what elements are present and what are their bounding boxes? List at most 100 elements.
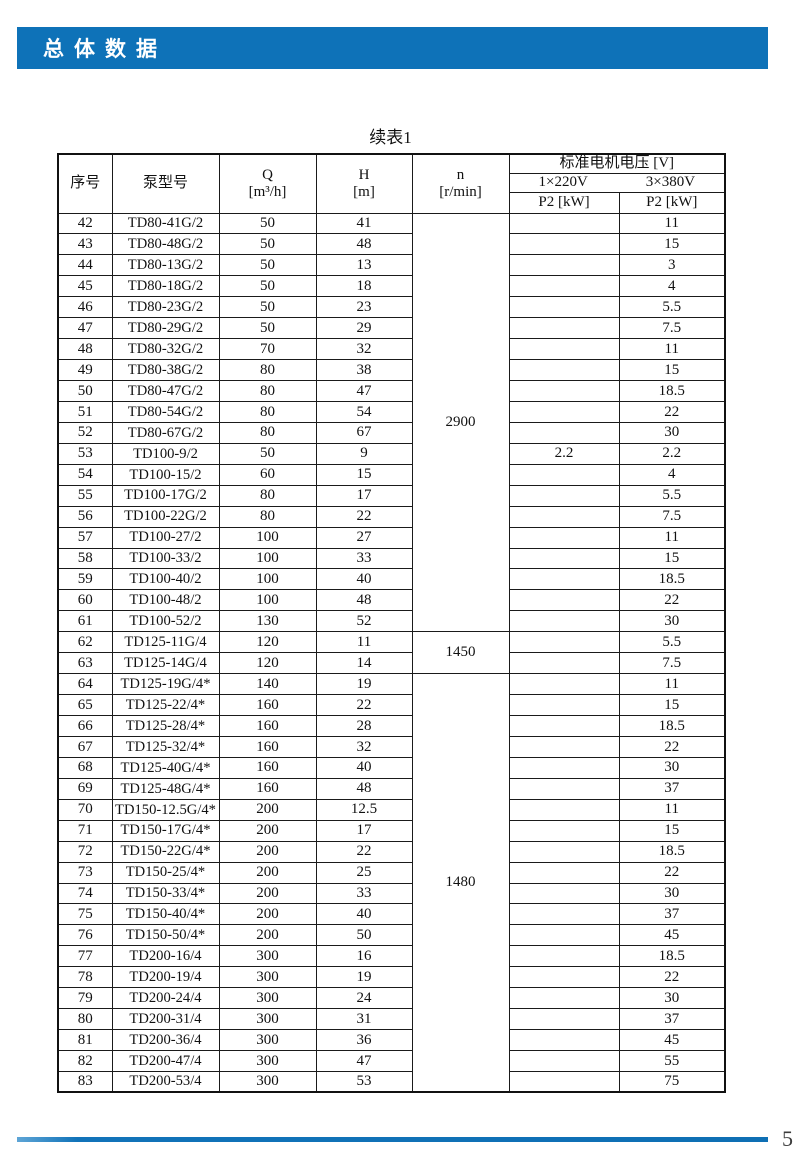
- h-unit: [m]: [353, 183, 375, 200]
- speed-cell: 2900: [411, 212, 510, 633]
- seq-cell: 83: [57, 1070, 113, 1093]
- q-cell: 50: [218, 275, 317, 298]
- q-cell: 300: [218, 1070, 317, 1093]
- col-header-220v: 1×220V: [538, 174, 588, 191]
- table-row: 69 TD125-48G/4* 160 48 37: [57, 777, 726, 800]
- q-cell: 200: [218, 903, 317, 926]
- h-cell: 22: [315, 840, 413, 863]
- p2-380v-cell: 22: [618, 861, 726, 884]
- col-header-model: 泵型号: [111, 153, 220, 214]
- n-unit: [r/min]: [439, 183, 482, 200]
- h-cell: 24: [315, 987, 413, 1010]
- p2-380v-cell: 22: [618, 735, 726, 758]
- seq-cell: 44: [57, 254, 113, 277]
- seq-cell: 80: [57, 1008, 113, 1031]
- table-body: 42 TD80-41G/2 50 41 2900 11 43 TD80-48G/2 50 48 15…: [57, 212, 726, 1093]
- p2-380v-cell: 37: [618, 1008, 726, 1031]
- q-cell: 300: [218, 1029, 317, 1051]
- col-header-voltage-group: 标准电机电压 [V]: [508, 153, 726, 174]
- p2-220v-cell: [508, 924, 620, 947]
- p2-380v-cell: 11: [618, 526, 726, 549]
- table-row: 68 TD125-40G/4* 160 40 30: [57, 756, 726, 779]
- h-cell: 53: [315, 1070, 413, 1093]
- p2-380v-cell: 18.5: [618, 945, 726, 968]
- h-cell: 9: [315, 442, 413, 465]
- p2-220v-cell: [508, 1029, 620, 1051]
- footer-rule-bar: [17, 1137, 768, 1142]
- model-cell: TD100-52/2: [111, 610, 220, 633]
- p2-220v-cell: [508, 840, 620, 863]
- q-cell: 50: [218, 254, 317, 277]
- seq-cell: 60: [57, 589, 113, 612]
- p2-380v-cell: 30: [618, 882, 726, 905]
- q-cell: 160: [218, 756, 317, 779]
- h-cell: 48: [315, 233, 413, 256]
- table-row: 71 TD150-17G/4* 200 17 15: [57, 819, 726, 842]
- h-cell: 47: [315, 1050, 413, 1072]
- table-row: 62 TD125-11G/4 120 11 1450 5.5: [57, 631, 726, 675]
- p2-220v-cell: [508, 463, 620, 486]
- model-cell: TD125-11G/4: [111, 631, 220, 654]
- seq-cell: 55: [57, 484, 113, 507]
- p2-380v-cell: 11: [618, 338, 726, 361]
- table-row: 78 TD200-19/4 300 19 22: [57, 966, 726, 989]
- h-cell: 22: [315, 505, 413, 528]
- table-row: 81 TD200-36/4 300 36 45: [57, 1029, 726, 1051]
- q-cell: 80: [218, 484, 317, 507]
- model-cell: TD100-22G/2: [111, 505, 220, 528]
- table-row: 52 TD80-67G/2 80 67 30: [57, 421, 726, 444]
- table-row: 47 TD80-29G/2 50 29 7.5: [57, 317, 726, 340]
- model-cell: TD100-15/2: [111, 463, 220, 486]
- p2-220v-cell: [508, 254, 620, 277]
- p2-380v-cell: 4: [618, 463, 726, 486]
- p2-220v-cell: [508, 484, 620, 507]
- table-row: 72 TD150-22G/4* 200 22 18.5: [57, 840, 726, 863]
- model-cell: TD200-53/4: [111, 1070, 220, 1093]
- q-symbol: Q: [262, 166, 273, 183]
- h-cell: 38: [315, 359, 413, 381]
- p2-380v-cell: 15: [618, 819, 726, 842]
- model-cell: TD125-22/4*: [111, 694, 220, 716]
- q-cell: 50: [218, 442, 317, 465]
- p2-220v-cell: [508, 735, 620, 758]
- q-cell: 300: [218, 966, 317, 989]
- q-cell: 200: [218, 861, 317, 884]
- seq-cell: 66: [57, 715, 113, 737]
- p2-380v-cell: 30: [618, 756, 726, 779]
- h-cell: 40: [315, 756, 413, 779]
- p2-220v-cell: [508, 212, 620, 235]
- q-cell: 160: [218, 735, 317, 758]
- h-cell: 52: [315, 610, 413, 633]
- seq-cell: 79: [57, 987, 113, 1010]
- p2-220v-cell: [508, 275, 620, 298]
- table-row: 54 TD100-15/2 60 15 4: [57, 463, 726, 486]
- p2-220v-cell: [508, 903, 620, 926]
- seq-cell: 77: [57, 945, 113, 968]
- model-cell: TD200-19/4: [111, 966, 220, 989]
- seq-cell: 53: [57, 442, 113, 465]
- h-cell: 19: [315, 966, 413, 989]
- q-cell: 50: [218, 212, 317, 235]
- table-row: 61 TD100-52/2 130 52 30: [57, 610, 726, 633]
- table-row: 43 TD80-48G/2 50 48 15: [57, 233, 726, 256]
- p2-380v-cell: 5.5: [618, 631, 726, 654]
- seq-cell: 50: [57, 380, 113, 402]
- model-cell: TD80-38G/2: [111, 359, 220, 381]
- model-cell: TD80-18G/2: [111, 275, 220, 298]
- seq-cell: 43: [57, 233, 113, 256]
- h-cell: 14: [315, 652, 413, 675]
- seq-cell: 72: [57, 840, 113, 863]
- p2-380v-cell: 5.5: [618, 484, 726, 507]
- model-cell: TD80-47G/2: [111, 380, 220, 402]
- q-cell: 300: [218, 945, 317, 968]
- p2-220v-cell: [508, 945, 620, 968]
- q-cell: 200: [218, 840, 317, 863]
- table-row: 70 TD150-12.5G/4* 200 12.5 11: [57, 798, 726, 821]
- model-cell: TD150-40/4*: [111, 903, 220, 926]
- table-row: 66 TD125-28/4* 160 28 18.5: [57, 715, 726, 737]
- header-row-1: 序号 泵型号 Q [m³/h] H [m] n [r/min] 标准电机电压 […: [57, 153, 726, 214]
- p2-380v-cell: 55: [618, 1050, 726, 1072]
- table-row: 46 TD80-23G/2 50 23 5.5: [57, 296, 726, 319]
- p2-380v-cell: 4: [618, 275, 726, 298]
- model-cell: TD125-14G/4: [111, 652, 220, 675]
